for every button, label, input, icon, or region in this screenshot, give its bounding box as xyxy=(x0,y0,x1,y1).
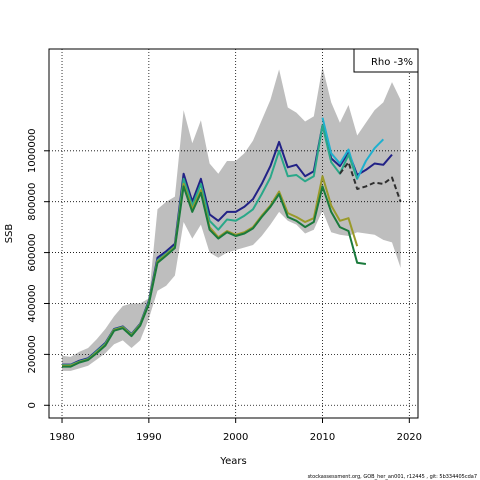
x-tick-label: 2010 xyxy=(310,432,335,443)
x-tick-label: 1980 xyxy=(49,432,74,443)
confidence-band-layer xyxy=(62,66,401,371)
y-tick-label: 200000 xyxy=(27,335,38,373)
y-tick-label: 400000 xyxy=(27,284,38,322)
x-axis-title: Years xyxy=(219,456,246,467)
footer-credit: stockassessment.org, GOB_her_an001, r124… xyxy=(308,474,477,480)
legend-box: Rho -3% xyxy=(353,48,419,73)
x-tick-label: 1990 xyxy=(136,432,161,443)
legend-frame xyxy=(353,48,419,73)
y-tick-label: 800000 xyxy=(27,183,38,221)
confidence-band xyxy=(62,66,401,371)
legend-text: Rho -3% xyxy=(371,57,413,68)
series-line-6 xyxy=(62,185,367,368)
y-axis-title: SSB xyxy=(4,224,15,244)
y-tick-label: 600000 xyxy=(27,233,38,271)
plot-frame xyxy=(48,48,419,419)
series-layer xyxy=(62,117,402,368)
y-tick-label: 0 xyxy=(27,402,38,408)
y-tick-label: 1000000 xyxy=(27,129,38,174)
x-tick-label: 2000 xyxy=(223,432,248,443)
axis-layer: 1980 1990 2000 2010 2020 0 200000 400000 600000 8… xyxy=(27,129,422,443)
series-line-4 xyxy=(339,161,402,203)
x-tick-label: 2020 xyxy=(397,432,422,443)
